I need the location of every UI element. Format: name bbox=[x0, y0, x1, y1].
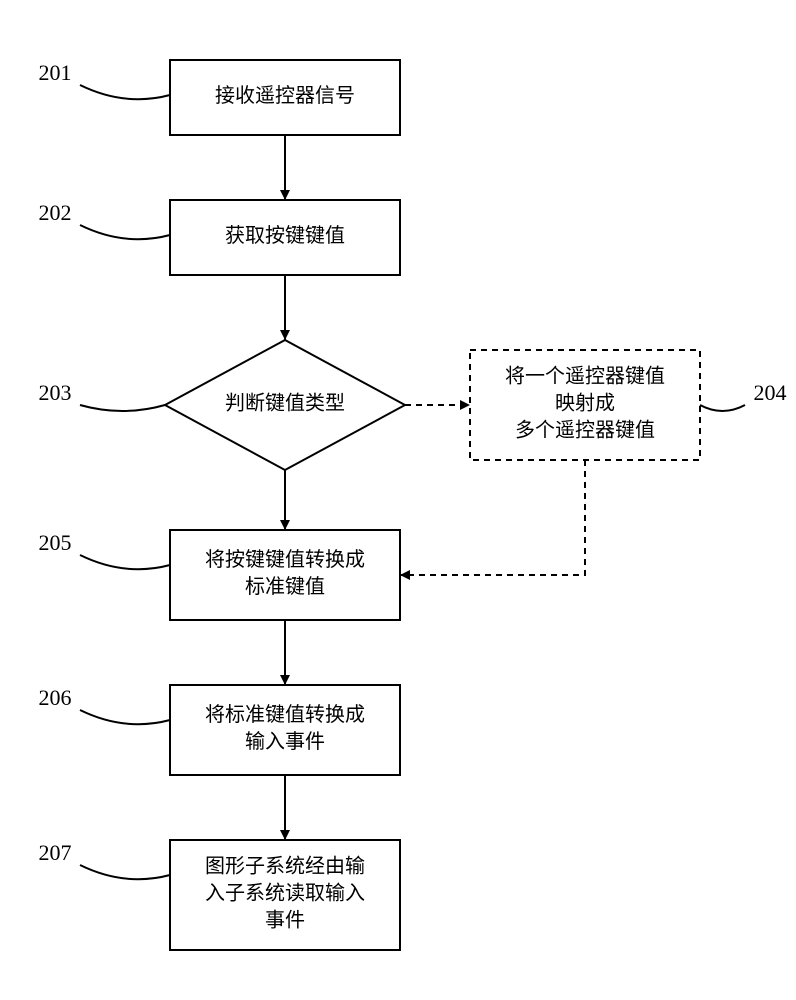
label-l205: 205 bbox=[39, 530, 171, 569]
label-l205-leader bbox=[80, 555, 170, 569]
node-n204-line2: 多个遥控器键值 bbox=[515, 419, 655, 442]
label-l205-text: 205 bbox=[39, 530, 72, 555]
label-l204: 204 bbox=[700, 380, 787, 411]
node-n201-line0: 接收遥控器信号 bbox=[215, 84, 355, 107]
node-n201: 接收遥控器信号 bbox=[170, 60, 400, 135]
node-n207: 图形子系统经由输入子系统读取输入事件 bbox=[170, 840, 400, 950]
label-l206-text: 206 bbox=[39, 685, 72, 710]
node-n207-line2: 事件 bbox=[265, 909, 305, 932]
label-l201-text: 201 bbox=[39, 60, 72, 85]
label-l202-text: 202 bbox=[39, 200, 72, 225]
label-l204-text: 204 bbox=[754, 380, 787, 405]
node-n205-line1: 标准键值 bbox=[245, 575, 325, 598]
node-n205: 将按键键值转换成标准键值 bbox=[170, 530, 400, 620]
label-l203-leader bbox=[80, 405, 165, 411]
label-l207-text: 207 bbox=[39, 840, 72, 865]
node-n204: 将一个遥控器键值映射成多个遥控器键值 bbox=[470, 350, 700, 460]
label-l202: 202 bbox=[39, 200, 171, 239]
label-l206: 206 bbox=[39, 685, 171, 724]
flowchart: 接收遥控器信号获取按键键值判断键值类型 将一个遥控器键值映射成多个遥控器键值将按键… bbox=[0, 0, 796, 1000]
node-n202: 获取按键键值 bbox=[170, 200, 400, 275]
node-n206-line1: 输入事件 bbox=[245, 730, 325, 753]
node-n205-line0: 将按键键值转换成 bbox=[205, 548, 365, 571]
label-l201: 201 bbox=[39, 60, 171, 99]
label-l202-leader bbox=[80, 225, 170, 239]
node-n203: 判断键值类型 bbox=[165, 340, 405, 470]
node-n207-line0: 图形子系统经由输 bbox=[205, 855, 365, 878]
node-n206-line0: 将标准键值转换成 bbox=[205, 703, 365, 726]
node-n203-line0: 判断键值类型 bbox=[225, 392, 345, 415]
label-l204-leader bbox=[700, 405, 745, 411]
label-l201-leader bbox=[80, 85, 170, 99]
label-l203: 203 bbox=[39, 380, 166, 411]
label-l206-leader bbox=[80, 710, 170, 724]
poly-arrow-0 bbox=[400, 460, 585, 575]
label-l203-text: 203 bbox=[39, 380, 72, 405]
node-n204-line1: 映射成 bbox=[555, 392, 615, 415]
label-l207: 207 bbox=[39, 840, 171, 879]
node-n207-line1: 入子系统读取输入 bbox=[205, 882, 365, 905]
node-n206: 将标准键值转换成输入事件 bbox=[170, 685, 400, 775]
label-l207-leader bbox=[80, 865, 170, 879]
node-n204-line0: 将一个遥控器键值 bbox=[505, 365, 665, 388]
node-n202-line0: 获取按键键值 bbox=[225, 224, 345, 247]
